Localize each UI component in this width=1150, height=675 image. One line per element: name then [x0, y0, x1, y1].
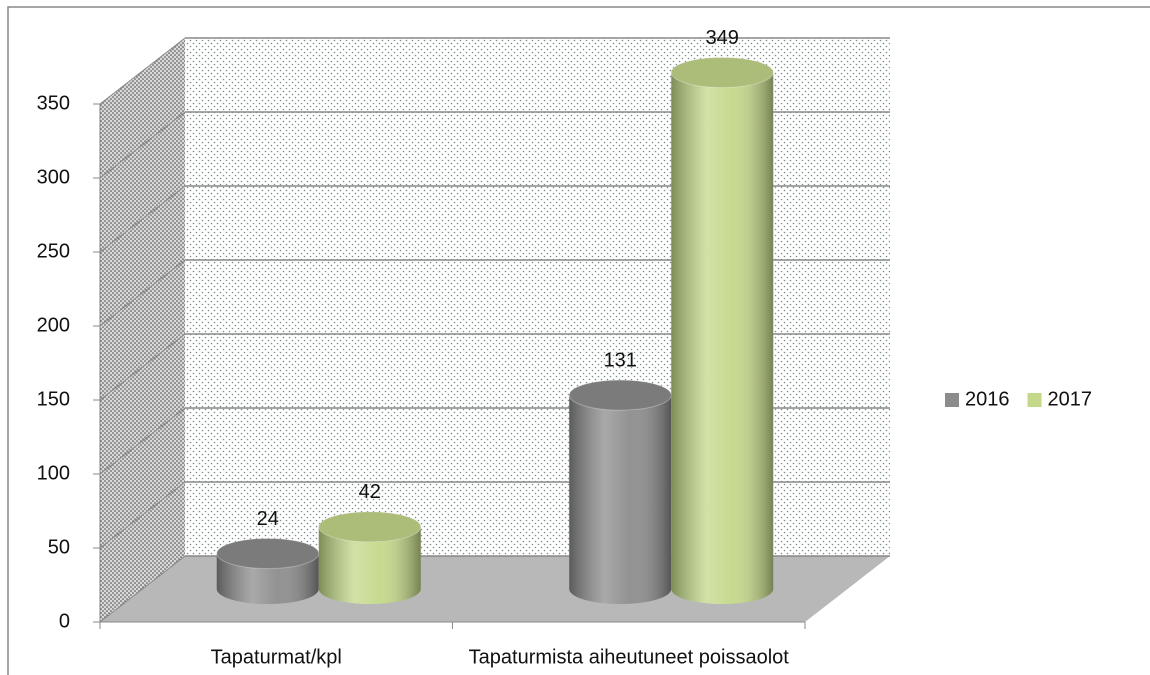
bar-top — [670, 56, 774, 88]
y-tick-label: 350 — [37, 92, 70, 114]
frame — [7, 6, 1150, 675]
y-tick-label: 250 — [37, 240, 70, 262]
grid-line — [99, 407, 186, 475]
grid-line — [99, 37, 186, 105]
grid-line — [99, 259, 186, 327]
grid-line — [99, 555, 186, 623]
grid-line — [99, 111, 186, 179]
legend-label: 2017 — [1048, 388, 1093, 410]
bar-shade — [569, 395, 672, 605]
data-label: 24 — [257, 508, 279, 530]
bar-top-shade — [671, 57, 774, 88]
data-label: 42 — [359, 481, 381, 503]
back-wall — [185, 38, 890, 556]
bar-top-shade — [216, 538, 319, 569]
grid-line — [99, 333, 186, 401]
bar-top-shade — [318, 511, 421, 542]
grid-line — [99, 185, 186, 253]
x-tick-label: Tapaturmat/kpl — [211, 646, 342, 668]
legend-label: 2016 — [965, 388, 1010, 410]
bar-top — [318, 511, 422, 543]
grid-line — [99, 481, 186, 549]
y-tick-label: 200 — [37, 314, 70, 336]
legend-swatch — [945, 393, 959, 407]
y-tick-label: 0 — [59, 610, 70, 632]
y-tick-label: 100 — [37, 462, 70, 484]
x-tick-label: Tapaturmista aiheutuneet poissaolot — [469, 646, 790, 668]
y-tick-label: 150 — [37, 388, 70, 410]
side-wall — [100, 38, 185, 622]
data-label: 131 — [604, 349, 637, 371]
bar-shade — [216, 553, 319, 605]
bar-shade — [318, 526, 421, 605]
bar-shade — [671, 72, 774, 605]
bar-top-shade — [569, 380, 672, 411]
legend-swatch — [1027, 393, 1042, 407]
y-tick-label: 300 — [37, 166, 70, 188]
y-tick-label: 50 — [48, 536, 70, 558]
data-label: 349 — [706, 27, 739, 49]
